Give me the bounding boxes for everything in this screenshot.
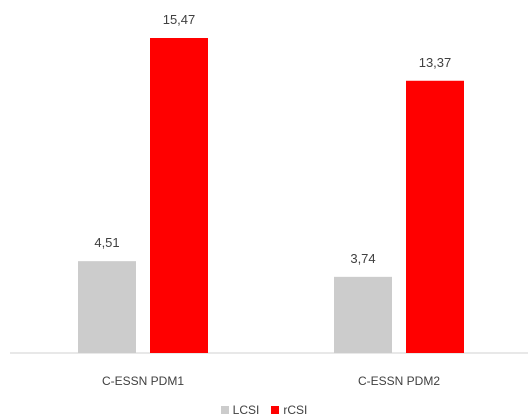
- bar-chart: 4,51 15,47 3,74 13,37 C-ESSN PDM1 C-ESSN PDM…: [10, 12, 528, 388]
- bar-rcsi-2: [406, 80, 464, 353]
- category-label-2: C-ESSN PDM2: [358, 374, 440, 388]
- value-label-rcsi-2: 13,37: [419, 55, 452, 70]
- legend-item-lcsi: LCSI: [220, 403, 260, 417]
- legend-swatch-lcsi: [220, 406, 229, 414]
- bar-lcsi-1: [78, 261, 136, 353]
- value-label-rcsi-1: 15,47: [163, 12, 196, 27]
- value-label-lcsi-1: 4,51: [94, 235, 119, 250]
- legend-item-rcsi: rCSI: [271, 403, 307, 417]
- legend-swatch-rcsi: [271, 406, 280, 414]
- bar-rcsi-1: [150, 38, 208, 353]
- legend-label-lcsi: LCSI: [232, 403, 260, 417]
- value-label-lcsi-2: 3,74: [350, 251, 375, 266]
- category-label-1: C-ESSN PDM1: [102, 374, 184, 388]
- bar-lcsi-2: [334, 276, 392, 353]
- legend: LCSI rCSI: [0, 402, 528, 418]
- legend-label-rcsi: rCSI: [283, 403, 308, 417]
